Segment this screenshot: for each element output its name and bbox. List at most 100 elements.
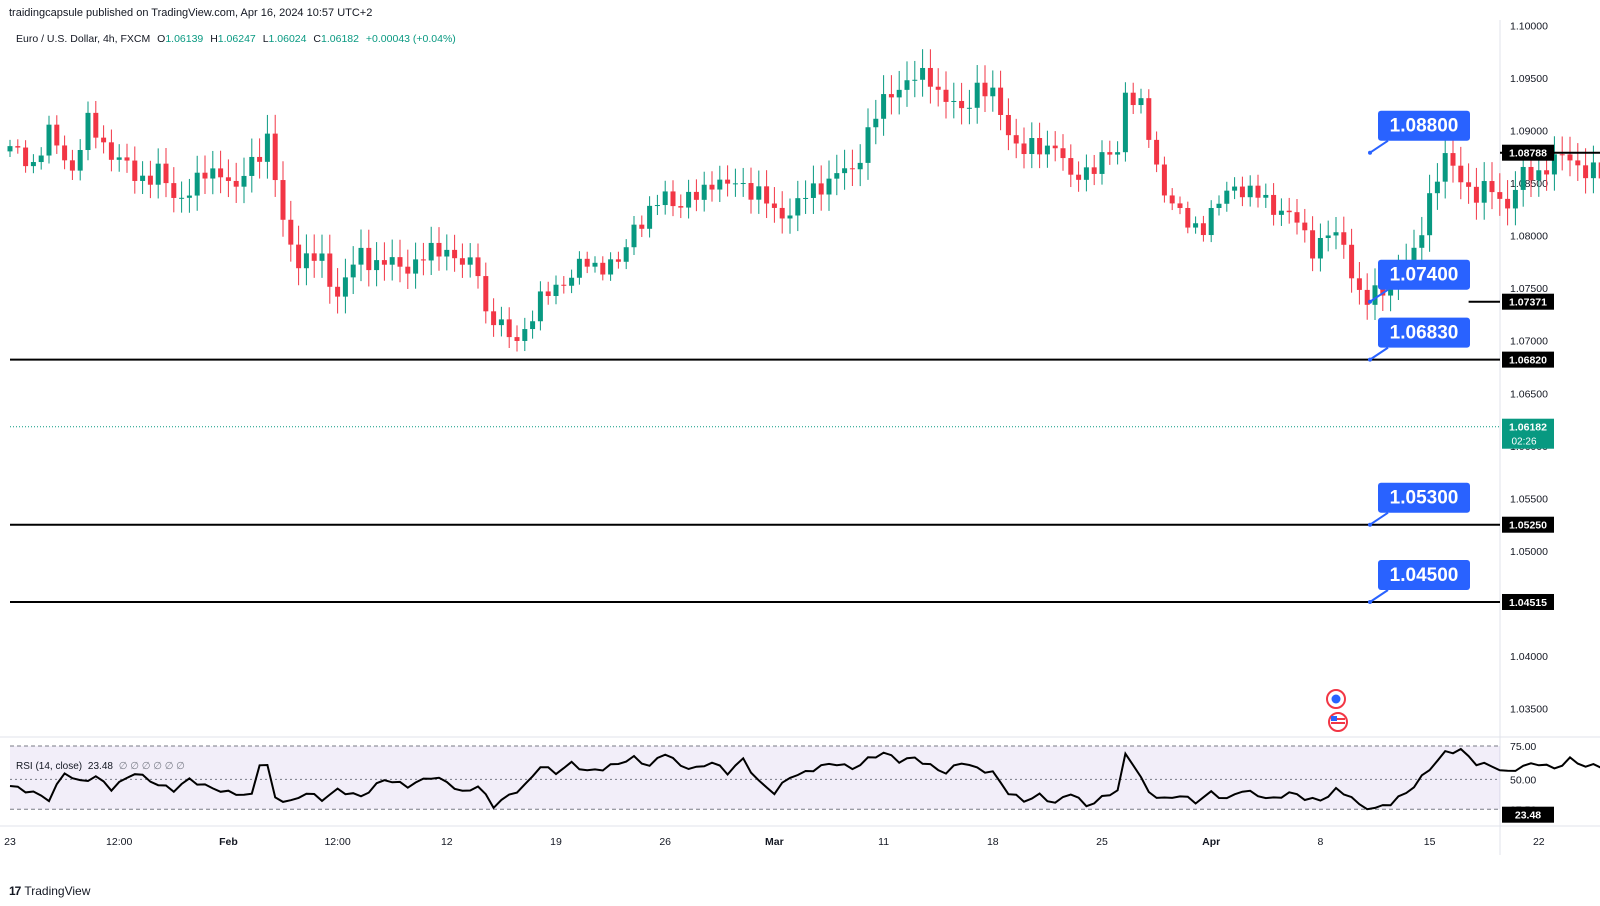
candle-body: [725, 179, 731, 184]
candle-body: [186, 195, 192, 198]
candle-body: [1154, 139, 1160, 165]
candle-body: [1473, 186, 1479, 203]
candle-body: [771, 203, 777, 208]
candle-body: [756, 186, 762, 200]
candle-body: [787, 215, 793, 219]
callout-anchor: [1368, 599, 1372, 604]
candle-body: [631, 224, 637, 248]
candle-body: [537, 291, 543, 322]
x-tick-label: 26: [659, 836, 671, 848]
candle-body: [69, 160, 75, 171]
candle-body: [647, 205, 653, 229]
callout-anchor: [1368, 150, 1372, 155]
callout-box: [1378, 559, 1470, 590]
callout-box: [1378, 110, 1470, 141]
candle-body: [280, 180, 286, 220]
candle-body: [1364, 289, 1370, 305]
candle-body: [319, 253, 325, 261]
callout-pointer: [1369, 511, 1389, 526]
candle-body: [842, 168, 848, 174]
candle-body: [1544, 170, 1550, 175]
callout-pointer: [1369, 346, 1389, 361]
rsi-tick-label: 50.00: [1510, 774, 1536, 786]
candle-body: [428, 242, 434, 261]
candle-body: [444, 249, 450, 257]
candle-body: [1528, 166, 1534, 181]
candle-body: [584, 258, 590, 267]
candle-body: [233, 180, 239, 187]
change-value: +0.00043 (+0.04%): [365, 33, 456, 45]
y-tick-label: 1.05500: [1510, 493, 1548, 505]
candle-body: [1302, 222, 1308, 231]
candle-body: [966, 107, 972, 109]
candle-body: [881, 94, 887, 119]
candle-body: [498, 319, 504, 326]
candle-body: [982, 82, 988, 97]
candle-body: [46, 124, 52, 156]
rsi-value-label: 23.48: [1515, 810, 1541, 822]
candle-body: [1286, 210, 1292, 213]
candle-body: [147, 175, 153, 185]
candles-group: [7, 49, 1600, 352]
candle-body: [366, 247, 372, 271]
candle-body: [1317, 237, 1323, 259]
candle-body: [342, 277, 348, 297]
candle-body: [459, 258, 465, 265]
candle-body: [23, 147, 29, 167]
symbol-name: Euro / U.S. Dollar, 4h, FXCM: [16, 33, 151, 45]
candle-body: [678, 206, 684, 208]
candle-body: [491, 311, 497, 326]
candle-body: [1029, 138, 1035, 155]
candle-body: [1590, 162, 1596, 179]
candle-body: [140, 175, 146, 181]
candle-body: [654, 205, 660, 207]
level-axis-tag: [1502, 293, 1554, 310]
candle-body: [764, 186, 770, 204]
candle-body: [1076, 174, 1082, 180]
candle-body: [943, 89, 949, 102]
candle-body: [202, 172, 208, 179]
candle-body: [1567, 154, 1573, 161]
candle-body: [1271, 194, 1277, 215]
open-value: 1.06139: [165, 33, 204, 45]
candle-body: [1177, 203, 1183, 208]
y-tick-label: 1.07500: [1510, 283, 1548, 295]
high-label: H: [210, 33, 218, 45]
candle-body: [1232, 186, 1238, 191]
candle-body: [420, 259, 426, 261]
y-tick-label: 1.06500: [1510, 388, 1548, 400]
us-flag-canton: [1331, 716, 1337, 721]
high-value: 1.06247: [217, 33, 256, 45]
level-axis-tag: [1502, 351, 1554, 368]
candle-body: [210, 168, 216, 179]
candle-body: [1099, 152, 1105, 174]
tradingview-footer[interactable]: 17 TradingView: [9, 884, 90, 898]
rsi-value-tag: [1502, 806, 1554, 823]
callout-label: 1.08800: [1390, 116, 1459, 137]
candle-body: [506, 319, 512, 338]
economic-event-icon-core: [1331, 694, 1341, 704]
callout-pointer: [1369, 288, 1389, 303]
candle-body: [1294, 212, 1300, 223]
candle-body: [1068, 158, 1074, 175]
candle-body: [1497, 192, 1503, 199]
candle-body: [124, 157, 130, 161]
y-tick-label: 1.09000: [1510, 125, 1548, 137]
candle-body: [1356, 278, 1362, 290]
candle-body: [1138, 98, 1144, 106]
candle-body: [1349, 244, 1355, 279]
candle-body: [475, 257, 481, 277]
candle-body: [1052, 145, 1058, 149]
candle-body: [857, 162, 863, 170]
published-header: traidingcapsule published on TradingView…: [9, 7, 373, 19]
candle-body: [7, 146, 13, 152]
candle-body: [1559, 154, 1565, 156]
candle-body: [1208, 208, 1214, 236]
level-axis-tag: [1502, 516, 1554, 533]
candle-body: [85, 112, 91, 151]
close-label: C: [313, 33, 322, 45]
candle-body: [374, 260, 380, 271]
close-value: 1.06182: [321, 33, 359, 45]
x-tick-label: Apr: [1202, 836, 1220, 848]
